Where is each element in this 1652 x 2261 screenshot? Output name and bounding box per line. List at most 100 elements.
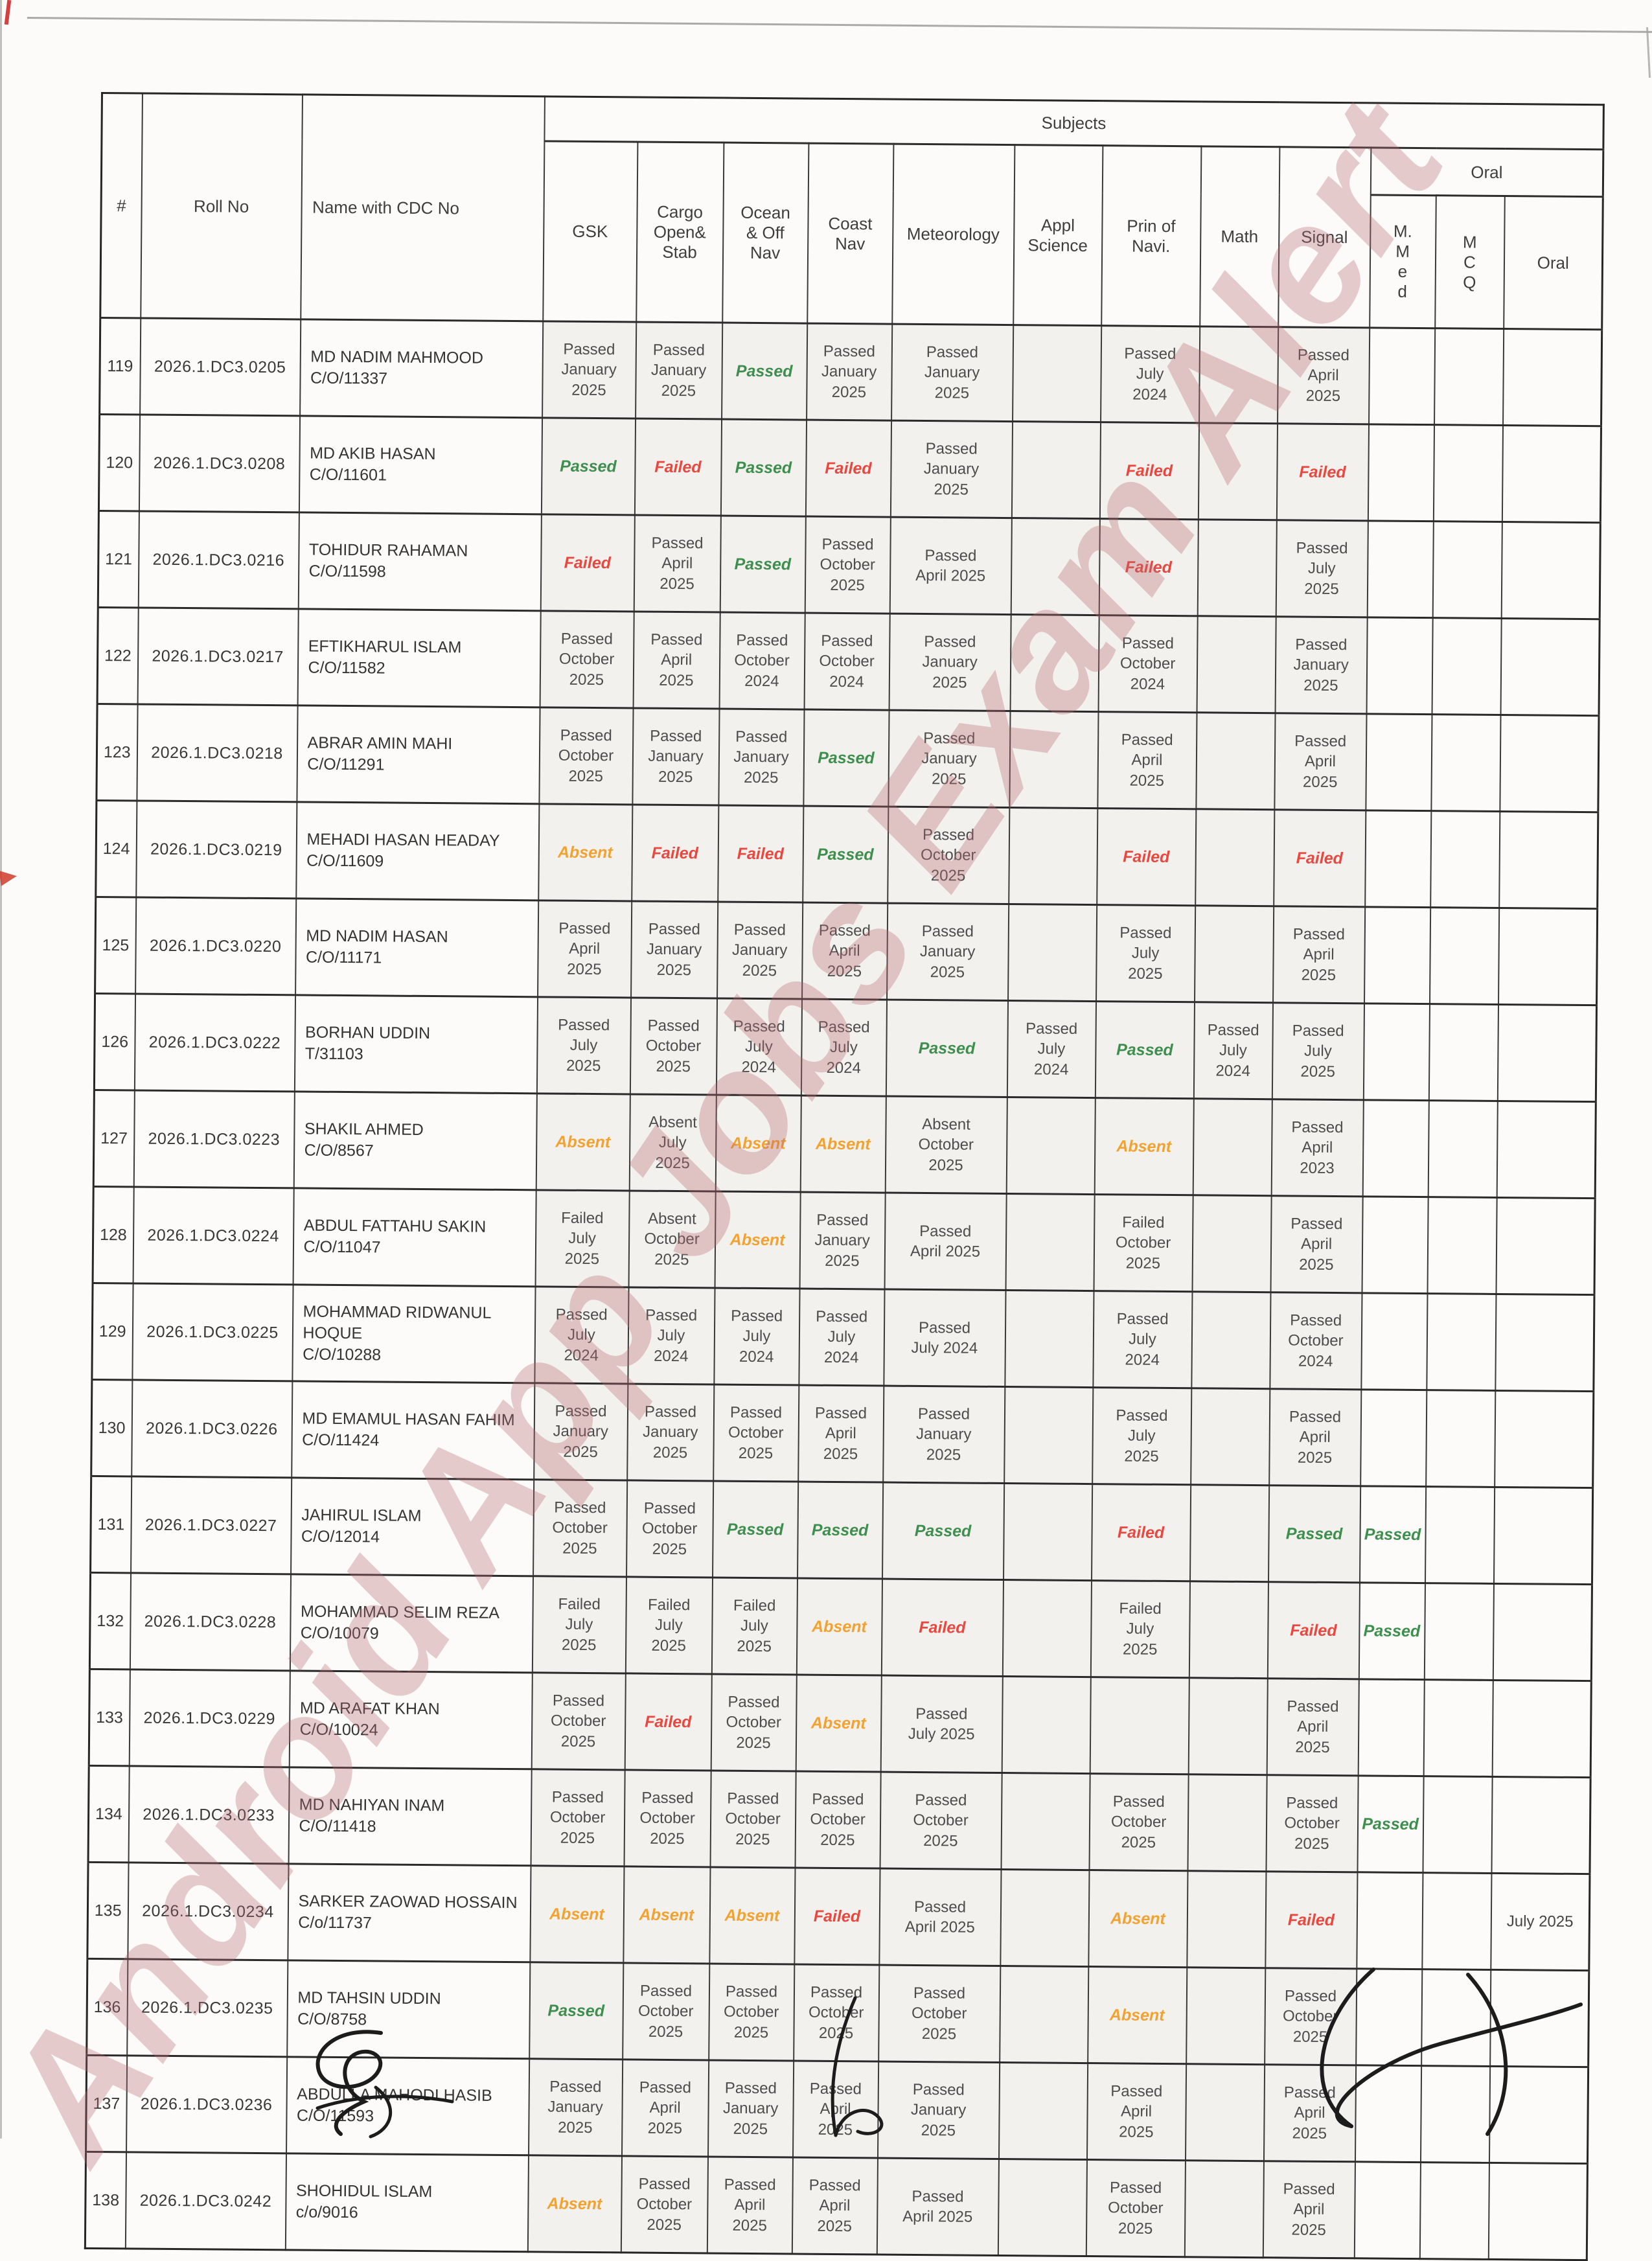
table-row: 126 2026.1.DC3.0222 BORHAN UDDIN T/31103 Pas…	[94, 993, 1597, 1102]
roll-no-cell: 2026.1.DC3.0208	[139, 414, 300, 512]
name-cdc-cell: SHOHIDUL ISLAM c/o/9016	[285, 2153, 529, 2252]
result-status: Absent	[810, 1714, 866, 1733]
result-cell	[999, 1966, 1088, 2063]
result-cell	[1365, 713, 1432, 811]
result-status: Passed	[1116, 1040, 1173, 1059]
result-status: Failed	[1117, 1523, 1165, 1542]
table-row: 130 2026.1.DC3.0226 MD EMAMUL HASAN FAHIM C…	[91, 1379, 1594, 1488]
result-cell: Passed April 2025	[884, 1193, 1007, 1291]
result-cell	[1199, 326, 1278, 424]
cdc-number: T/31103	[304, 1044, 363, 1064]
result-status: Passed April 2025	[818, 921, 871, 980]
result-cell: Passed April 2025	[1267, 1678, 1359, 1776]
result-cell: Absent	[715, 1095, 801, 1193]
result-status: Absent	[639, 1905, 694, 1925]
col-group-subjects: Subjects	[544, 96, 1604, 150]
result-cell: Passed	[720, 419, 807, 517]
result-cell: Passed October 2024	[804, 613, 890, 711]
result-cell	[1002, 1676, 1091, 1774]
result-cell	[1356, 1872, 1423, 1969]
result-cell: Passed July 2024	[534, 1286, 629, 1384]
result-cell	[1493, 1487, 1593, 1585]
result-cell: Failed	[1099, 422, 1199, 520]
result-cell: Passed October 2024	[1269, 1292, 1362, 1390]
table-row: 138 2026.1.DC3.0242 SHOHIDUL ISLAM c/o/9016…	[85, 2152, 1588, 2260]
result-cell: Passed April 2025	[1272, 906, 1365, 1004]
result-status: Failed	[825, 459, 872, 478]
row-number-cell: 136	[86, 1958, 128, 2056]
result-cell	[1189, 1581, 1268, 1679]
candidate-name: BORHAN UDDIN	[304, 1023, 431, 1043]
result-cell	[1492, 1680, 1592, 1778]
result-status: Passed April 2023	[1291, 1118, 1344, 1177]
col-header-gsk: GSK	[542, 141, 637, 322]
result-status: Passed October 2025	[726, 1693, 782, 1752]
name-cdc-cell: MD NADIM MAHMOOD C/O/11337	[299, 319, 543, 418]
result-status: Passed July 2024	[555, 1305, 608, 1364]
result-status: Failed July 2025	[1119, 1600, 1162, 1658]
name-cdc-cell: TOHIDUR RAHAMAN C/O/11598	[298, 512, 542, 611]
result-cell: Passed	[803, 709, 889, 807]
name-cdc-cell: MD ARAFAT KHAN C/O/10024	[289, 1670, 533, 1769]
result-cell	[1004, 1290, 1094, 1388]
result-cell	[1008, 807, 1097, 905]
result-cell	[1495, 1294, 1595, 1392]
result-status: Passed	[560, 457, 617, 476]
result-cell: Failed	[881, 1579, 1004, 1677]
table-row: 133 2026.1.DC3.0229 MD ARAFAT KHAN C/O/1002…	[89, 1669, 1592, 1778]
result-cell: Passed	[721, 323, 807, 420]
row-number-cell: 134	[88, 1765, 130, 1863]
result-status: Passed January 2025	[924, 343, 980, 402]
result-status: Passed	[726, 1520, 784, 1539]
result-cell: Passed April 2025	[621, 2059, 709, 2157]
result-status: Absent	[1110, 1909, 1165, 1928]
row-number-cell: 135	[87, 1862, 129, 1959]
scan-artifact-line	[1646, 27, 1651, 78]
result-cell: Passed January 2025	[635, 321, 722, 420]
candidate-name: MD AKIB HASAN	[310, 444, 436, 464]
result-cell: Passed October 2025	[708, 1963, 794, 2061]
cdc-number: C/O/11047	[303, 1237, 381, 1257]
col-header-math: Math	[1199, 146, 1279, 327]
result-status: Passed October 2025	[723, 1982, 779, 2041]
result-status: Passed	[735, 458, 792, 477]
name-cdc-cell: JAHIRUL ISLAM C/O/12014	[290, 1477, 534, 1576]
result-cell: Passed January 2025	[882, 1386, 1005, 1484]
result-cell: Passed October 2025	[531, 1672, 626, 1770]
result-cell	[1423, 1679, 1493, 1777]
table-row: 131 2026.1.DC3.0227 JAHIRUL ISLAM C/O/12014…	[90, 1476, 1593, 1585]
result-cell: Failed	[540, 514, 635, 612]
name-cdc-cell: MOHAMMAD RIDWANUL HOQUE C/O/10288	[292, 1284, 536, 1383]
result-status: Passed July 2024	[911, 1318, 978, 1357]
result-cell: Passed January 2025	[630, 901, 718, 999]
name-cdc-cell: MD NADIM HASAN C/O/11171	[295, 898, 538, 997]
result-cell: Passed January 2025	[626, 1383, 714, 1481]
result-status: Passed April 2025	[1287, 1697, 1339, 1756]
cdc-number: c/o/9016	[295, 2203, 358, 2222]
result-cell	[1190, 1388, 1270, 1486]
col-group-oral: Oral	[1370, 147, 1603, 197]
result-status: Passed October 2025	[549, 1788, 606, 1847]
result-cell: Passed October 2025	[880, 1772, 1002, 1870]
result-cell: Absent	[800, 1096, 886, 1193]
table-row: 127 2026.1.DC3.0223 SHAKIL AHMED C/O/8567 Ab…	[93, 1090, 1596, 1199]
table-row: 123 2026.1.DC3.0218 ABRAR AMIN MAHI C/O/112…	[96, 704, 1600, 812]
result-status: Passed October 2024	[1119, 634, 1176, 693]
row-number-cell: 121	[98, 511, 139, 608]
roll-no-cell: 2026.1.DC3.0223	[133, 1090, 295, 1188]
row-number-cell: 119	[99, 317, 141, 415]
result-cell	[1433, 424, 1503, 522]
result-cell: Passed July 2024	[798, 1289, 885, 1386]
result-cell: Passed April 2025	[792, 2157, 878, 2255]
result-cell: Passed October 2025	[1265, 1774, 1359, 1872]
result-cell: Passed January 2025	[886, 903, 1009, 1001]
result-status: Passed April 2025	[902, 2187, 973, 2226]
result-status: Passed April 2025	[809, 2176, 861, 2235]
result-cell: Passed July 2025	[1092, 1387, 1191, 1485]
candidate-name: MD ARAFAT KHAN	[299, 1699, 440, 1719]
result-status: Passed January 2025	[1293, 636, 1349, 694]
candidate-name: JAHIRUL ISLAM	[301, 1506, 422, 1525]
result-cell: Passed January 2025	[718, 709, 805, 807]
result-cell	[1360, 1292, 1427, 1390]
result-cell	[1185, 2063, 1265, 2161]
